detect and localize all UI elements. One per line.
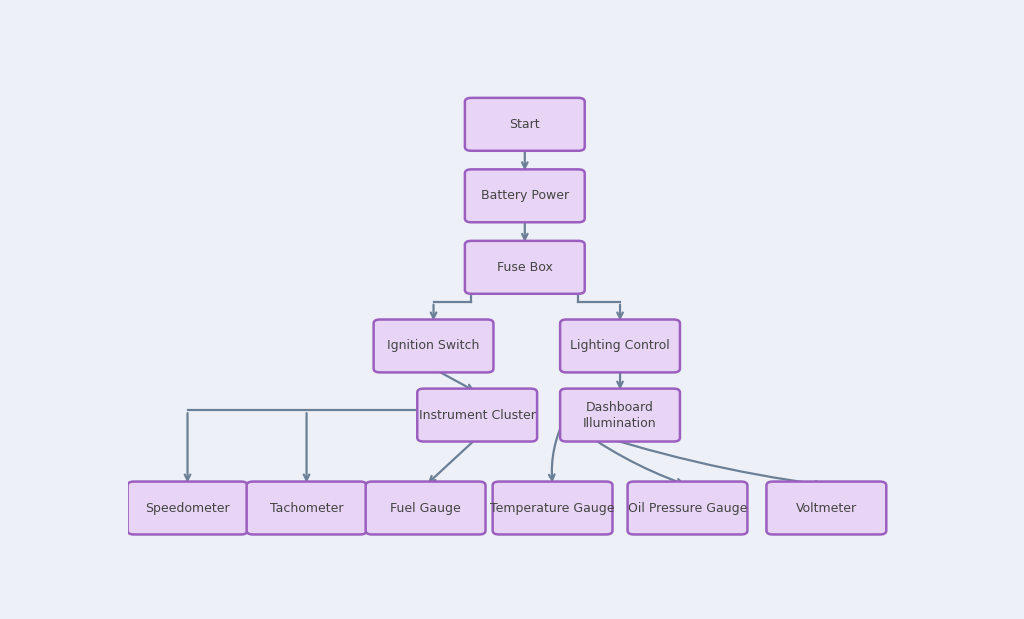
FancyBboxPatch shape bbox=[128, 482, 248, 534]
FancyBboxPatch shape bbox=[374, 319, 494, 373]
Text: Instrument Cluster: Instrument Cluster bbox=[419, 409, 536, 422]
Text: Fuse Box: Fuse Box bbox=[497, 261, 553, 274]
Text: Temperature Gauge: Temperature Gauge bbox=[490, 501, 614, 514]
FancyBboxPatch shape bbox=[417, 389, 538, 441]
Text: Dashboard
Illumination: Dashboard Illumination bbox=[584, 400, 656, 430]
Text: Lighting Control: Lighting Control bbox=[570, 339, 670, 352]
Text: Battery Power: Battery Power bbox=[480, 189, 569, 202]
FancyBboxPatch shape bbox=[465, 170, 585, 222]
FancyBboxPatch shape bbox=[465, 98, 585, 151]
Text: Oil Pressure Gauge: Oil Pressure Gauge bbox=[628, 501, 748, 514]
FancyBboxPatch shape bbox=[766, 482, 887, 534]
FancyBboxPatch shape bbox=[493, 482, 612, 534]
Text: Speedometer: Speedometer bbox=[145, 501, 229, 514]
FancyBboxPatch shape bbox=[247, 482, 367, 534]
Text: Voltmeter: Voltmeter bbox=[796, 501, 857, 514]
FancyBboxPatch shape bbox=[628, 482, 748, 534]
Text: Start: Start bbox=[510, 118, 540, 131]
Text: Tachometer: Tachometer bbox=[269, 501, 343, 514]
FancyBboxPatch shape bbox=[465, 241, 585, 294]
Text: Fuel Gauge: Fuel Gauge bbox=[390, 501, 461, 514]
FancyBboxPatch shape bbox=[560, 389, 680, 441]
FancyBboxPatch shape bbox=[560, 319, 680, 373]
FancyBboxPatch shape bbox=[366, 482, 485, 534]
Text: Ignition Switch: Ignition Switch bbox=[387, 339, 479, 352]
